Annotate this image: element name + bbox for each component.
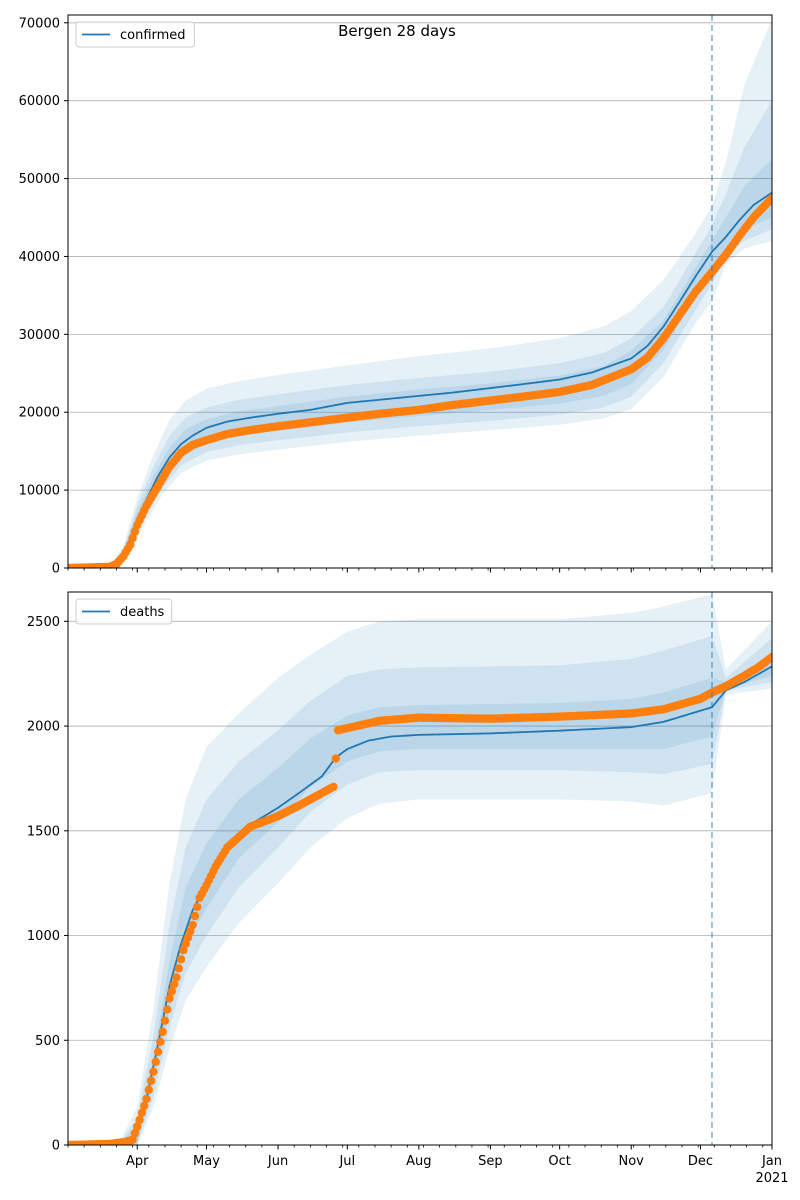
- legend-box: [75, 598, 173, 625]
- y-tick-label: 30000: [19, 328, 60, 343]
- y-tick-label: 1000: [27, 929, 60, 944]
- plot-area: [68, 594, 772, 1145]
- x-tick-label: May: [193, 1154, 220, 1169]
- axes-frame: [67, 14, 773, 569]
- legend-label: confirmed: [120, 28, 186, 43]
- observed-point: [767, 193, 772, 203]
- x-tick-label: Dec: [688, 1154, 713, 1169]
- y-tick-label: 500: [35, 1034, 60, 1049]
- observed-point: [137, 1108, 147, 1118]
- y-tick-label: 70000: [19, 16, 60, 31]
- x-tick-label: Aug: [406, 1154, 431, 1169]
- uncertainty-band-3: [68, 654, 772, 1145]
- y-tick-label: 1500: [27, 824, 60, 839]
- observed-point: [767, 652, 772, 662]
- confirmed-panel: 0 10000 20000 30000 40000 50000 60000 70000 conf…: [19, 14, 773, 577]
- observed-point: [126, 540, 135, 549]
- y-tick-label: 2500: [27, 615, 60, 630]
- x-tick-label: Apr: [126, 1154, 149, 1169]
- observed-point: [146, 1076, 156, 1085]
- deaths-panel: 0 500 1000 1500 2000 2500 Apr May Jun Jul Aug Sep Oc…: [27, 591, 789, 1186]
- observed-point: [174, 964, 183, 973]
- model-line: [68, 191, 772, 568]
- uncertainty-band-1: [68, 594, 772, 1145]
- observed-point: [158, 1027, 167, 1037]
- observed-point: [193, 902, 202, 912]
- observed-point: [169, 980, 179, 989]
- observed-point: [144, 1085, 153, 1095]
- observed-point: [130, 527, 140, 536]
- observed-point: [149, 1067, 158, 1076]
- axes-frame: [67, 591, 773, 1146]
- y-tick-label: 50000: [19, 172, 60, 187]
- y-tick-label: 40000: [19, 250, 60, 265]
- y-tick-label: 60000: [19, 94, 60, 109]
- observed-point: [139, 1101, 149, 1111]
- observed-point: [190, 911, 200, 921]
- observed-point: [135, 1115, 144, 1125]
- legend-label: deaths: [120, 605, 165, 620]
- uncertainty-band-2: [68, 635, 772, 1145]
- observed-point: [156, 1037, 165, 1047]
- observed-point: [153, 1047, 163, 1056]
- observed-point: [133, 1122, 142, 1131]
- y-tick-label: 20000: [19, 406, 60, 421]
- y-tick-label: 10000: [19, 484, 60, 499]
- observed-point: [331, 754, 340, 763]
- observed-point: [128, 533, 137, 543]
- uncertainty-band-3: [68, 159, 772, 568]
- model-line: [68, 665, 772, 1145]
- observed-point: [176, 955, 186, 964]
- y-tick-label: 0: [52, 562, 60, 577]
- legend-box: [75, 21, 195, 48]
- plot-area: [68, 18, 772, 568]
- y-tick-label: 2000: [27, 720, 60, 735]
- x-tick-label: Nov: [619, 1154, 645, 1169]
- x-tick-label: Jun: [267, 1154, 288, 1169]
- legend: deaths: [75, 598, 173, 625]
- observed-point: [128, 1135, 137, 1144]
- y-tick-label: 0: [52, 1139, 60, 1154]
- observed-point: [329, 782, 338, 792]
- observed-point: [130, 1128, 140, 1138]
- legend: confirmed: [75, 21, 195, 48]
- x-tick-label: Oct: [548, 1154, 570, 1169]
- observed-point: [188, 920, 197, 930]
- x-tick-year-label: 2021: [755, 1171, 788, 1186]
- observed-point: [151, 1057, 160, 1066]
- x-tick-label: Jan: [761, 1154, 782, 1169]
- observed-point: [165, 994, 174, 1003]
- observed-point: [160, 1016, 170, 1025]
- observed-point: [163, 1005, 172, 1014]
- observed-point: [172, 973, 181, 982]
- observed-point: [142, 1094, 151, 1104]
- x-tick-label: Sep: [478, 1154, 503, 1169]
- figure-title: Bergen 28 days: [338, 22, 456, 40]
- x-tick-label: Jul: [338, 1154, 355, 1169]
- observed-point: [167, 987, 177, 996]
